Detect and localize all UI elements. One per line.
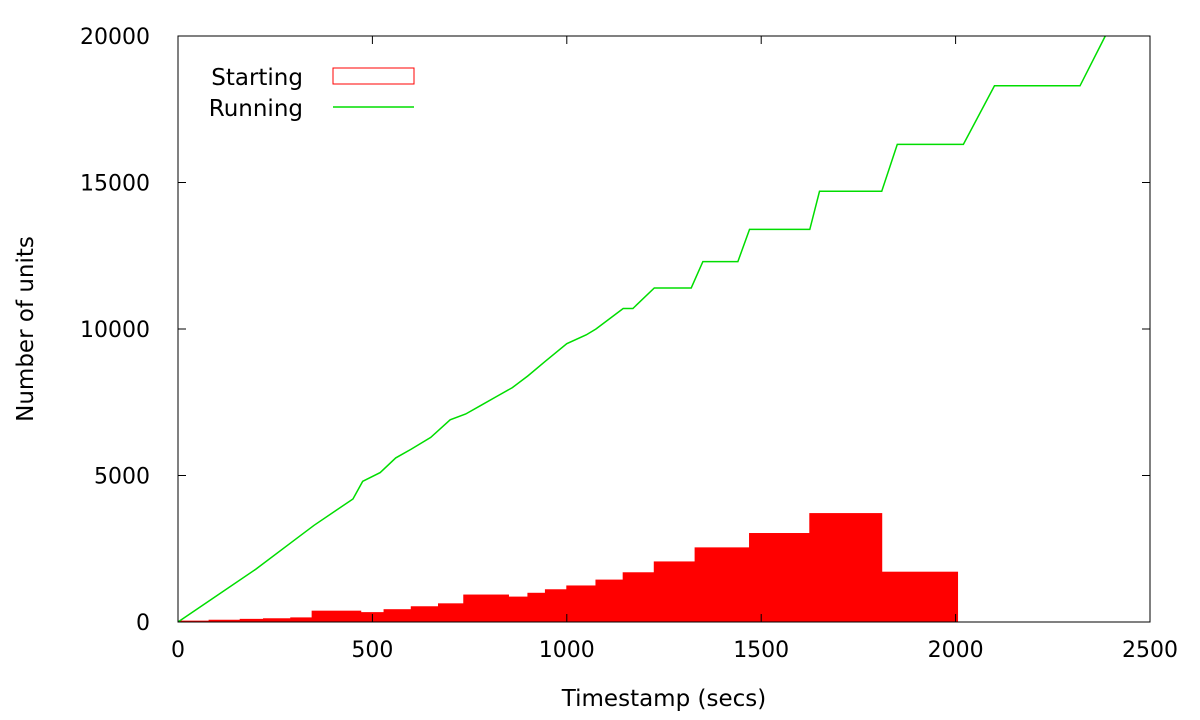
starting-bar xyxy=(544,589,568,623)
starting-bar xyxy=(311,610,362,623)
x-tick-label: 2000 xyxy=(928,638,984,663)
y-axis-title: Number of units xyxy=(13,236,39,422)
starting-bar xyxy=(437,603,465,623)
running-series-line xyxy=(177,35,1106,623)
legend: Starting Running xyxy=(209,65,415,122)
starting-bar xyxy=(527,592,546,623)
plot-area-frame xyxy=(177,35,1151,623)
axis-ticks: 0 500 1000 1500 2000 2500 0 5000 10000 15000 20000 xyxy=(80,25,1178,663)
starting-bar xyxy=(383,609,412,623)
starting-bar xyxy=(595,579,624,623)
starting-bar xyxy=(566,585,597,623)
y-tick-label: 0 xyxy=(136,611,150,636)
x-tick-label: 500 xyxy=(351,638,393,663)
starting-bar xyxy=(809,513,883,623)
legend-label-running: Running xyxy=(209,96,303,122)
x-tick-label: 1000 xyxy=(539,638,595,663)
starting-bar xyxy=(507,596,529,623)
starting-bar xyxy=(653,561,696,623)
legend-label-starting: Starting xyxy=(211,65,303,91)
starting-bar xyxy=(694,547,751,623)
y-tick-label: 10000 xyxy=(80,318,150,343)
y-tick-label: 20000 xyxy=(80,25,150,50)
y-tick-label: 5000 xyxy=(94,465,150,490)
starting-bar xyxy=(410,606,439,623)
starting-bar xyxy=(290,617,313,623)
starting-bar xyxy=(463,594,509,623)
legend-swatch-starting xyxy=(332,67,415,85)
x-tick-label: 2500 xyxy=(1122,638,1178,663)
starting-bar xyxy=(622,572,655,623)
starting-bar xyxy=(881,571,959,623)
starting-bar xyxy=(749,533,811,623)
x-tick-label: 1500 xyxy=(733,638,789,663)
x-tick-label: 0 xyxy=(171,638,185,663)
x-axis-title: Timestamp (secs) xyxy=(561,686,766,712)
starting-bars xyxy=(177,513,959,623)
y-tick-label: 15000 xyxy=(80,172,150,197)
